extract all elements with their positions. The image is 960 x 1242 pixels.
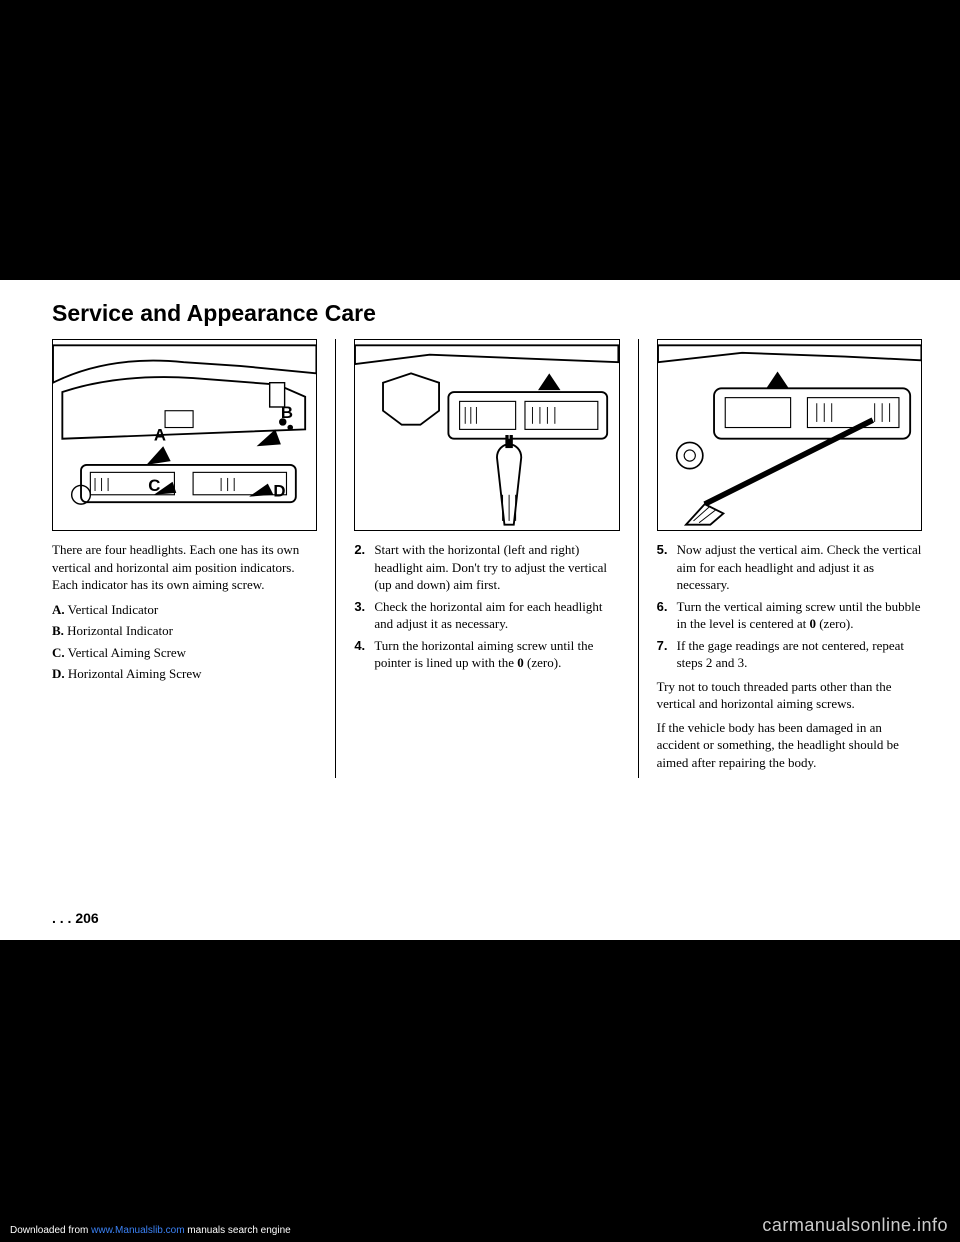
footer-left-pre: Downloaded from: [10, 1225, 91, 1236]
figure-1-headlight-indicators: A B C D: [52, 339, 317, 531]
step-7: 7.If the gage readings are not centered,…: [657, 637, 922, 672]
col1-item-b: B. Horizontal Indicator: [52, 621, 317, 641]
column-2: 2.Start with the horizontal (left and ri…: [354, 339, 619, 778]
step-3: 3.Check the horizontal aim for each head…: [354, 598, 619, 633]
svg-text:B: B: [281, 403, 293, 422]
figure-2-horizontal-adjust: [354, 339, 619, 531]
footer-manualslib-link[interactable]: www.Manualslib.com: [91, 1225, 184, 1236]
step-4: 4.Turn the horizontal aiming screw until…: [354, 637, 619, 672]
columns-row: A B C D: [52, 339, 922, 778]
col1-intro: There are four headlights. Each one has …: [52, 541, 317, 594]
page-title: Service and Appearance Care: [52, 300, 922, 327]
figure-3-vertical-adjust: [657, 339, 922, 531]
step-6-text-b: (zero).: [816, 616, 854, 631]
step-2: 2.Start with the horizontal (left and ri…: [354, 541, 619, 594]
col1-item-a: A. Vertical Indicator: [52, 600, 317, 620]
step-6-text-a: Turn the vertical aiming screw until the…: [677, 599, 921, 632]
footer-left-post: manuals search engine: [185, 1225, 291, 1236]
svg-text:A: A: [154, 426, 166, 445]
content-area: Service and Appearance Care: [52, 300, 922, 778]
footer-left: Downloaded from www.Manualslib.com manua…: [10, 1225, 291, 1236]
col1-item-d: D. Horizontal Aiming Screw: [52, 664, 317, 684]
footer-watermark: carmanualsonline.info: [762, 1215, 948, 1236]
column-divider-2: [638, 339, 639, 778]
col3-steps: 5.Now adjust the vertical aim. Check the…: [657, 541, 922, 672]
svg-text:D: D: [273, 482, 285, 501]
col1-item-c: C. Vertical Aiming Screw: [52, 643, 317, 663]
column-3: 5.Now adjust the vertical aim. Check the…: [657, 339, 922, 778]
column-1: A B C D: [52, 339, 317, 778]
step-6: 6.Turn the vertical aiming screw until t…: [657, 598, 922, 633]
column-divider-1: [335, 339, 336, 778]
step-4-text-b: (zero).: [524, 655, 562, 670]
page-background: Service and Appearance Care: [0, 0, 960, 1242]
col3-tail-2: If the vehicle body has been damaged in …: [657, 719, 922, 772]
step-5: 5.Now adjust the vertical aim. Check the…: [657, 541, 922, 594]
svg-text:C: C: [148, 476, 160, 495]
page-number: . . . 206: [52, 910, 99, 926]
col3-tail-1: Try not to touch threaded parts other th…: [657, 678, 922, 713]
col2-steps: 2.Start with the horizontal (left and ri…: [354, 541, 619, 672]
